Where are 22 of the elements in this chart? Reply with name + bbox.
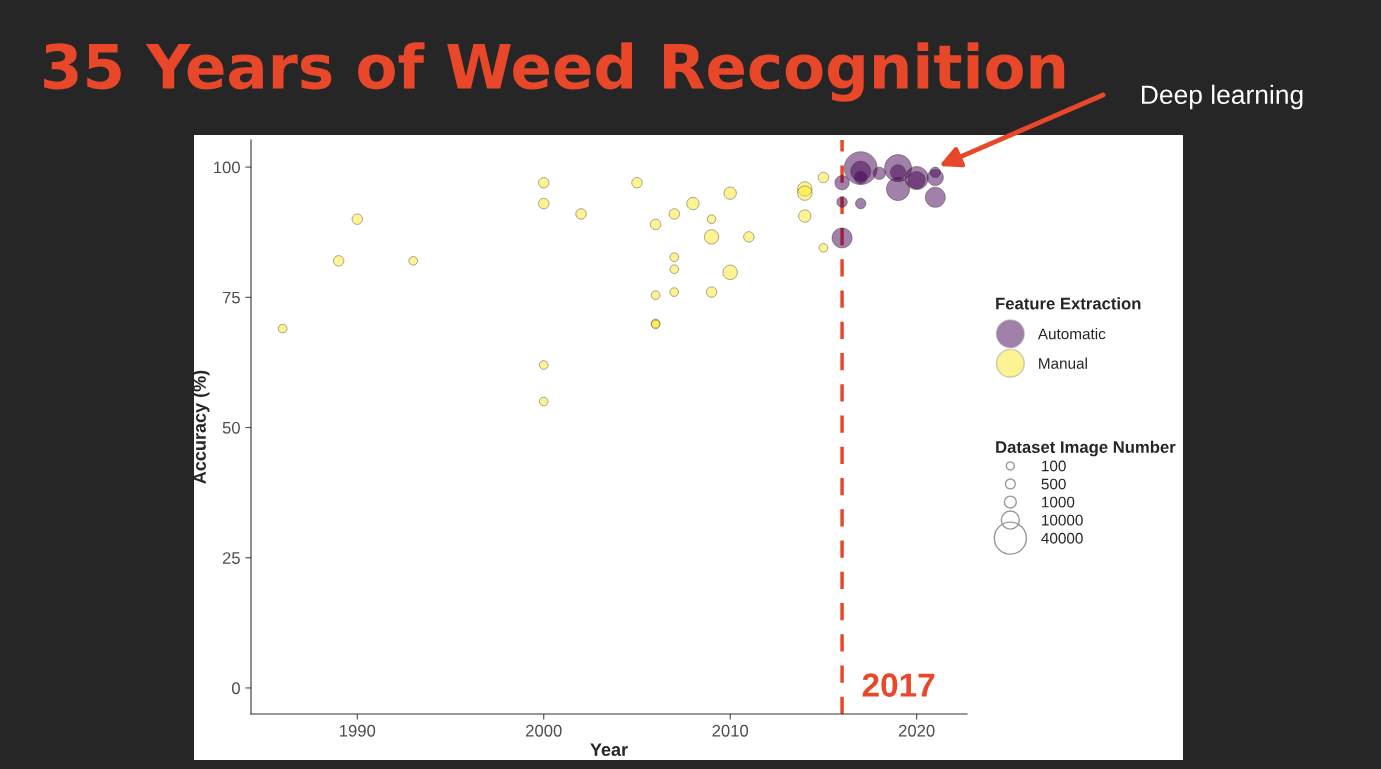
annotation: 2017 [862, 673, 935, 697]
y-tick-label: 50 [222, 421, 240, 434]
legend-label: 500 [1041, 478, 1066, 490]
y-tick-label: 100 [214, 161, 240, 174]
text: Deep learning [1142, 84, 1303, 110]
y-tick-label: 0 [231, 682, 240, 695]
legend-title: Feature Extraction [996, 297, 1141, 310]
legend-label: 1000 [1042, 496, 1075, 508]
y-tick-label: 25 [222, 552, 240, 564]
x-tick-label: 1990 [340, 724, 376, 737]
legend-label: Automatic [1037, 328, 1106, 340]
x-tick-label: 2010 [712, 724, 749, 737]
legend-label: 10000 [1042, 514, 1083, 526]
x-axis-title: Year [590, 743, 628, 756]
legend-label: 40000 [1041, 532, 1083, 544]
text: Dataset Image Number [996, 440, 1176, 457]
chart-title: 35 Years of Weed Recognition [44, 42, 1065, 102]
x-tick-label: 2000 [526, 724, 562, 737]
x-tick-label: 2020 [898, 724, 935, 737]
y-tick-label: 75 [222, 291, 240, 304]
legend-label: Manual [1039, 357, 1087, 369]
legend-label: 100 [1042, 460, 1066, 472]
